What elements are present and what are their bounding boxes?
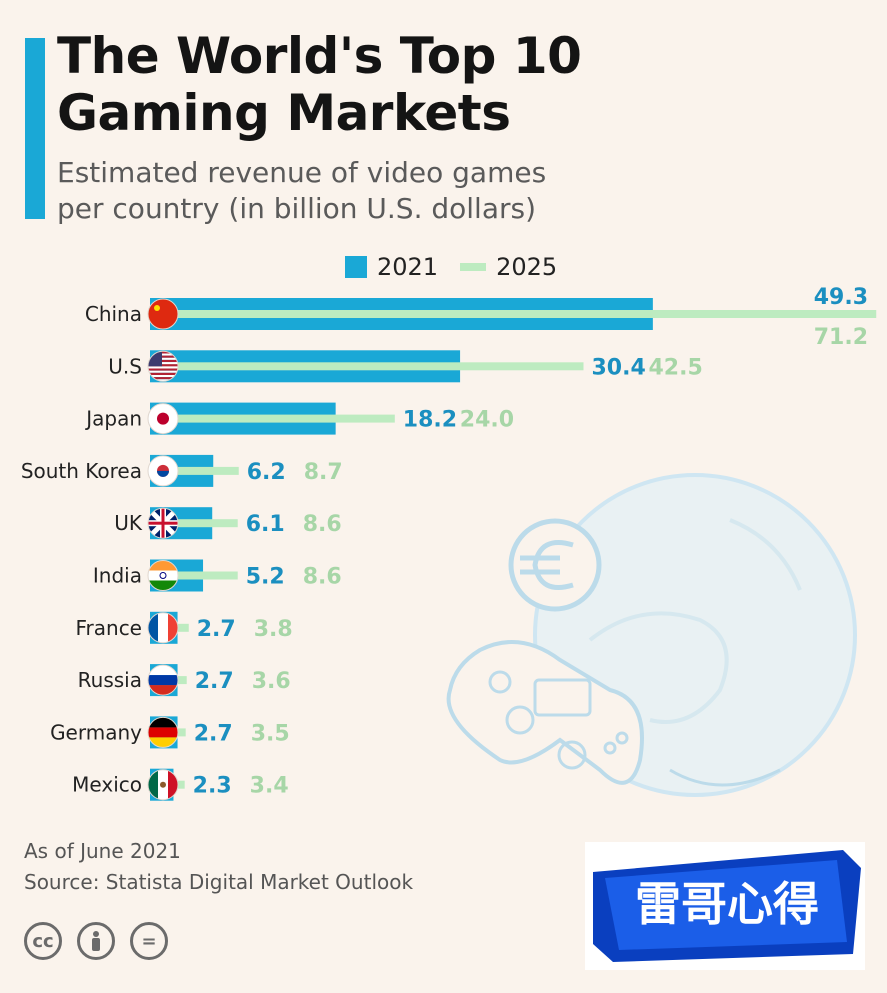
category-label-india: India bbox=[93, 564, 142, 588]
value-label-2025-uk: 8.6 bbox=[303, 512, 342, 537]
cc-icon: cc bbox=[24, 922, 62, 960]
legend-label-2021: 2021 bbox=[377, 253, 439, 281]
subtitle-line-2: per country (in billion U.S. dollars) bbox=[57, 192, 537, 225]
category-label-russia: Russia bbox=[78, 668, 142, 692]
category-label-mexico: Mexico bbox=[72, 773, 142, 797]
value-label-2025-russia: 3.6 bbox=[252, 669, 291, 694]
bar-row-france: France 2.7 3.8 bbox=[75, 611, 293, 644]
flag-icon-mexico bbox=[147, 769, 179, 801]
bar-row-mexico: Mexico 2.3 3.4 bbox=[72, 768, 289, 801]
legend-label-2025: 2025 bbox=[496, 253, 558, 281]
flag-icon-uk bbox=[147, 507, 179, 539]
value-label-2025-china: 71.2 bbox=[814, 325, 868, 350]
title-line-1: The World's Top 10 bbox=[57, 27, 582, 85]
chart-subtitle: Estimated revenue of video games per cou… bbox=[57, 155, 546, 227]
bar-row-uk: UK 6.1 8.6 bbox=[114, 507, 342, 540]
category-label-uk: UK bbox=[114, 511, 143, 535]
flag-icon-germany bbox=[147, 716, 179, 748]
value-label-2021-russia: 2.7 bbox=[195, 669, 234, 694]
value-label-2025-france: 3.8 bbox=[254, 617, 293, 642]
accent-bar bbox=[25, 38, 45, 219]
category-label-germany: Germany bbox=[50, 720, 142, 744]
bar-row-south-korea: South Korea 6.2 8.7 bbox=[21, 454, 343, 487]
legend-item-2025: 2025 bbox=[460, 253, 557, 281]
category-label-south-korea: South Korea bbox=[21, 459, 142, 483]
category-label-china: China bbox=[85, 302, 142, 326]
license-icons: cc = bbox=[24, 922, 183, 960]
flag-icon-china bbox=[147, 298, 179, 330]
value-label-2025-germany: 3.5 bbox=[251, 721, 290, 746]
flag-icon-japan bbox=[147, 403, 179, 435]
bar-2025-india bbox=[150, 571, 238, 580]
by-person-icon bbox=[77, 922, 115, 960]
value-label-2021-south-korea: 6.2 bbox=[247, 460, 286, 485]
bar-2025-uk bbox=[150, 519, 238, 528]
legend-item-2021: 2021 bbox=[345, 253, 438, 281]
legend-swatch-2021 bbox=[345, 256, 367, 278]
value-label-2021-mexico: 2.3 bbox=[193, 774, 232, 799]
value-label-2025-mexico: 3.4 bbox=[250, 774, 289, 799]
value-label-2021-india: 5.2 bbox=[246, 565, 285, 590]
legend: 2021 2025 bbox=[345, 252, 579, 282]
nd-equals-icon: = bbox=[130, 922, 168, 960]
legend-swatch-2025 bbox=[460, 263, 487, 271]
bar-row-japan: Japan 18.2 24.0 bbox=[84, 402, 514, 435]
bar-row-germany: Germany 2.7 3.5 bbox=[50, 716, 290, 749]
value-label-2021-france: 2.7 bbox=[197, 617, 236, 642]
value-label-2021-uk: 6.1 bbox=[246, 512, 285, 537]
footnote: As of June 2021 Source: Statista Digital… bbox=[24, 836, 413, 898]
value-label-2021-us: 30.4 bbox=[592, 355, 646, 380]
bar-2025-south-korea bbox=[150, 466, 239, 475]
value-label-2025-japan: 24.0 bbox=[460, 408, 514, 433]
bar-row-us: U.S 30.4 42.5 bbox=[108, 350, 703, 383]
category-label-france: France bbox=[75, 616, 142, 640]
chart-title: The World's Top 10 Gaming Markets bbox=[57, 27, 582, 142]
as-of-note: As of June 2021 bbox=[24, 839, 181, 863]
bar-row-india: India 5.2 8.6 bbox=[93, 559, 342, 592]
subtitle-line-1: Estimated revenue of video games bbox=[57, 156, 547, 189]
watermark-logo: 雷哥心得 bbox=[585, 842, 865, 970]
source-note: Source: Statista Digital Market Outlook bbox=[24, 870, 414, 894]
flag-icon-russia bbox=[147, 664, 179, 696]
bar-2025-us bbox=[150, 362, 584, 371]
value-label-2021-china: 49.3 bbox=[814, 285, 868, 310]
value-label-2021-germany: 2.7 bbox=[194, 721, 233, 746]
bar-row-russia: Russia 2.7 3.6 bbox=[78, 664, 291, 697]
value-label-2025-south-korea: 8.7 bbox=[304, 460, 343, 485]
category-label-japan: Japan bbox=[84, 407, 142, 431]
bar-2025-china bbox=[150, 310, 877, 318]
category-label-us: U.S bbox=[108, 354, 142, 378]
flag-icon-south-korea bbox=[147, 455, 179, 487]
value-label-2025-us: 42.5 bbox=[649, 355, 703, 380]
bar-row-china: China 49.3 71.2 bbox=[85, 285, 877, 350]
value-label-2021-japan: 18.2 bbox=[403, 408, 457, 433]
flag-icon-india bbox=[147, 560, 179, 591]
watermark-text: 雷哥心得 bbox=[635, 877, 819, 931]
flag-icon-france bbox=[147, 612, 179, 644]
bar-2025-japan bbox=[150, 414, 395, 423]
globe-controller-illustration bbox=[446, 473, 857, 797]
value-label-2025-india: 8.6 bbox=[303, 565, 342, 590]
flag-icon-us bbox=[147, 350, 179, 382]
title-line-2: Gaming Markets bbox=[57, 84, 511, 142]
